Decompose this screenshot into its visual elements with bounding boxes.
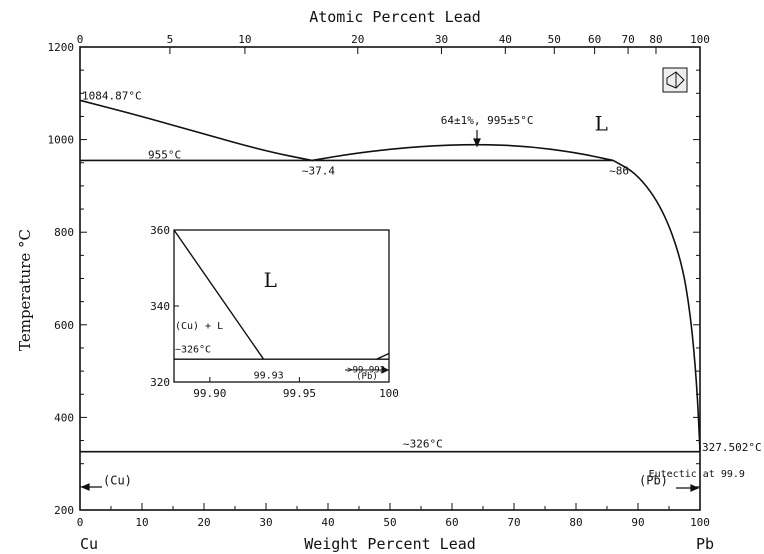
element-right-label: Pb (696, 535, 714, 553)
y-tick-label: 1000 (48, 134, 75, 147)
inset-boundary-line (173, 229, 265, 360)
inset-annotation-label: L (264, 268, 277, 292)
x-tick-label: 80 (569, 516, 582, 529)
annotation-label: 1084.87°C (82, 89, 142, 102)
y-tick-label: 400 (54, 411, 74, 424)
y-tick-label: 1200 (48, 41, 75, 54)
phase-boundary-line (612, 159, 701, 452)
annotation-label: 327.502°C (702, 441, 762, 454)
top-tick-label: 30 (435, 33, 448, 46)
annotation-label: ~86 (609, 164, 629, 177)
x-tick-label: 90 (631, 516, 644, 529)
y-tick-label: 800 (54, 226, 74, 239)
crystal-icon (662, 67, 688, 93)
top-tick-label: 20 (351, 33, 364, 46)
inset-y-tick-label: 340 (150, 300, 170, 313)
top-tick-label: 50 (548, 33, 561, 46)
x-tick-group: 0 10 20 30 40 50 60 70 80 90 100 (77, 503, 710, 529)
inset-frame (173, 229, 390, 383)
y-tick-group: 200 400 600 800 1000 1200 (48, 41, 700, 517)
top-tick-label: 0 (77, 33, 84, 46)
arrow-pb-icon (676, 484, 700, 492)
top-tick-label: 40 (499, 33, 512, 46)
annotation-label: 64±1%, 995±5°C (441, 114, 534, 127)
x-tick-label: 50 (383, 516, 396, 529)
inset-annotation-label: ~326°C (175, 344, 211, 355)
element-left-label: Cu (80, 535, 98, 553)
inset-annotation-label: (Pb) (356, 372, 378, 382)
y-axis-label: Temperature °C (16, 229, 34, 351)
inset-arrow-icon (345, 366, 390, 374)
x-tick-label: 0 (77, 516, 84, 529)
y-tick-label: 600 (54, 319, 74, 332)
top-tick-label: 70 (621, 33, 634, 46)
arrow-cu-icon (80, 483, 102, 491)
annotation-label: ~326°C (403, 438, 443, 451)
annotation-group: 1084.87°C 955°C ~37.4 64±1%, 995±5°C ~86 L ~32… (82, 89, 762, 487)
x-tick-label: 40 (321, 516, 334, 529)
annotation-label: ~37.4 (302, 164, 335, 177)
top-tick-label: 5 (167, 33, 174, 46)
x-tick-label: 30 (259, 516, 272, 529)
x-tick-label: 70 (507, 516, 520, 529)
inset-x-tick-label: 99.90 (193, 387, 226, 400)
annotation-label: Eutectic at 99.9 (649, 469, 745, 480)
phase-boundary-line (79, 99, 313, 162)
x-tick-label: 10 (135, 516, 148, 529)
top-tick-label: 60 (588, 33, 601, 46)
inset-curve-group (173, 229, 390, 360)
top-tick-label: 80 (649, 33, 662, 46)
inset-y-tick-label: 360 (150, 224, 170, 237)
inset-annotation-label: 99.93 (254, 370, 284, 381)
top-tick-label: 100 (690, 33, 710, 46)
y-tick-label: 200 (54, 504, 74, 517)
phase-boundary-line (311, 143, 614, 162)
inset-x-tick-label: 100 (379, 387, 399, 400)
annotation-label: L (595, 111, 608, 135)
x-axis-label: Weight Percent Lead (304, 535, 476, 553)
top-axis-title: Atomic Percent Lead (309, 8, 481, 26)
top-tick-label: 10 (238, 33, 251, 46)
annotation-label: (Cu) (103, 474, 132, 488)
annotation-label: (Pb) (639, 474, 668, 488)
curve-group (79, 99, 701, 453)
annotation-label: 955°C (148, 148, 181, 161)
top-tick-group: 0 5 10 20 30 40 50 60 70 80 100 (77, 33, 710, 54)
inset-tick-group: 99.90 99.95 100 320 340 360 (150, 224, 399, 400)
inset-boundary-line (376, 352, 390, 360)
arrow-peak-icon (473, 130, 481, 148)
x-tick-label: 20 (197, 516, 210, 529)
x-tick-label: 100 (690, 516, 710, 529)
inset-y-tick-label: 320 (150, 376, 170, 389)
inset-annotation-label: (Cu) + L (175, 321, 223, 332)
inset-x-tick-label: 99.95 (283, 387, 316, 400)
x-tick-label: 60 (445, 516, 458, 529)
